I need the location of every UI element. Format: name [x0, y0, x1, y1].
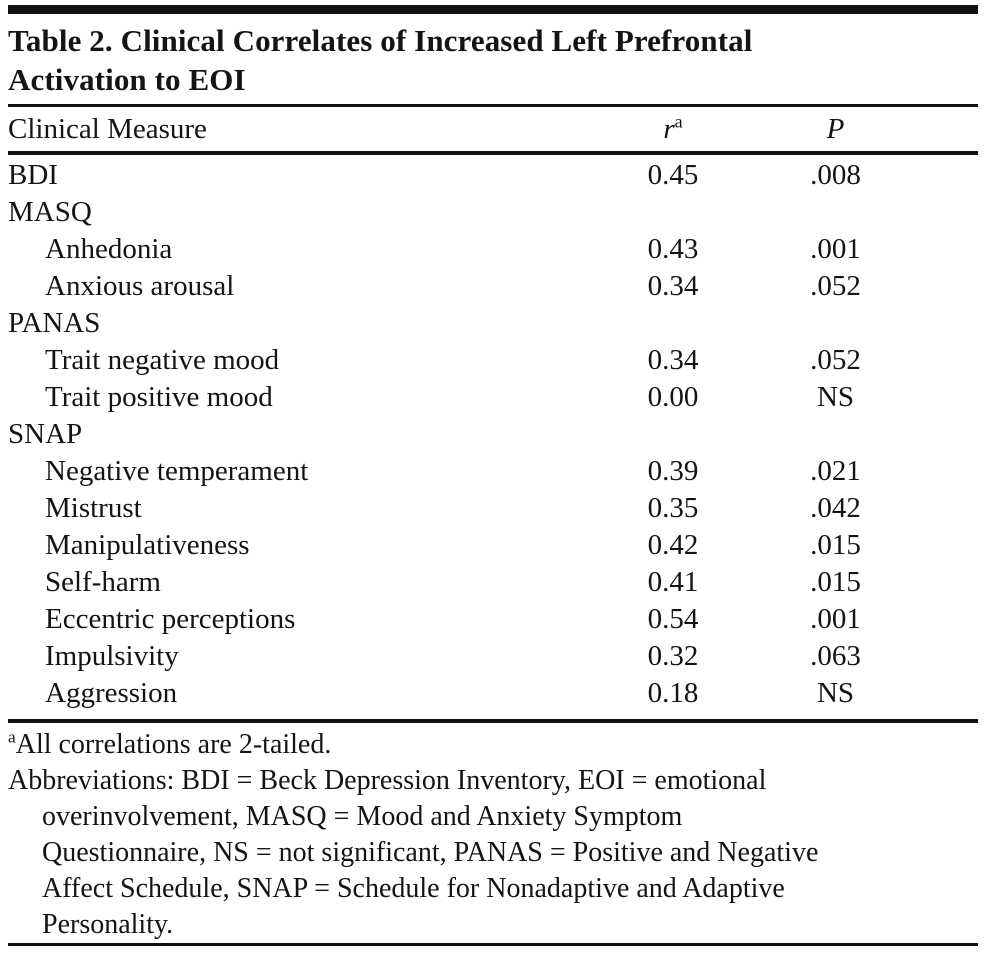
table-row-anxious-arousal: Anxious arousal 0.34 .052 — [8, 268, 978, 305]
row-p-value: .042 — [810, 492, 861, 524]
row-label: Anxious arousal — [45, 270, 235, 302]
p-symbol: P — [826, 112, 845, 145]
table-row-self-harm: Self-harm 0.41 .015 — [8, 564, 978, 601]
abbreviations-line-1: Abbreviations: BDI = Beck Depression Inv… — [8, 765, 767, 796]
row-p-value: .052 — [810, 270, 861, 302]
column-header-clinical-measure: Clinical Measure — [8, 112, 207, 145]
title-separator-rule — [8, 104, 978, 107]
table-row-impulsivity: Impulsivity 0.32 .063 — [8, 638, 978, 675]
r-superscript-a: a — [674, 110, 683, 131]
abbreviations-line-5: Personality. — [42, 909, 174, 940]
row-p-value: NS — [816, 677, 855, 709]
footnote-text: All correlations are 2-tailed. — [15, 729, 332, 760]
bottom-border-rule — [8, 943, 978, 946]
table-row-manipulativeness: Manipulativeness 0.42 .015 — [8, 527, 978, 564]
row-label: Aggression — [45, 677, 178, 709]
row-p-value: .052 — [810, 344, 861, 376]
row-p-value: .063 — [810, 640, 861, 672]
row-r-value: 0.34 — [647, 344, 699, 376]
table-group-row-masq: MASQ — [8, 194, 978, 231]
row-r-value: 0.32 — [647, 640, 699, 672]
group-label: MASQ — [8, 196, 92, 228]
row-r-value: 0.39 — [647, 455, 699, 487]
row-p-value: .001 — [810, 233, 861, 265]
row-label: Impulsivity — [45, 640, 179, 672]
row-p-value: .001 — [810, 603, 861, 635]
row-r-value: 0.34 — [647, 270, 699, 302]
abbreviations-line-4: Affect Schedule, SNAP = Schedule for Non… — [42, 873, 785, 904]
row-label: Manipulativeness — [45, 529, 250, 561]
row-label: Self-harm — [45, 566, 161, 598]
header-separator-rule — [8, 151, 978, 155]
row-r-value: 0.45 — [647, 159, 699, 191]
row-label: Mistrust — [45, 492, 142, 524]
table-group-row-snap: SNAP — [8, 416, 978, 453]
table-title-line1: Table 2. Clinical Correlates of Increase… — [8, 23, 753, 58]
table-group-row-panas: PANAS — [8, 305, 978, 342]
r-symbol: r — [663, 112, 675, 145]
table-row-mistrust: Mistrust 0.35 .042 — [8, 490, 978, 527]
group-label: SNAP — [8, 418, 83, 450]
row-p-value: NS — [816, 381, 855, 413]
footnote-marker-a: a — [8, 727, 16, 747]
row-label: Trait positive mood — [45, 381, 273, 413]
row-label: BDI — [8, 159, 58, 191]
row-p-value: .015 — [810, 566, 861, 598]
top-border-rule — [8, 5, 978, 14]
column-header-r: ra — [573, 110, 773, 146]
table-footnotes: aAll correlations are 2-tailed. Abbrevia… — [8, 727, 978, 943]
row-p-value: .008 — [810, 159, 861, 191]
abbreviations-line-3: Questionnaire, NS = not significant, PAN… — [42, 837, 819, 868]
table-row-negative-temperament: Negative temperament 0.39 .021 — [8, 453, 978, 490]
table-title-line2: Activation to EOI — [8, 62, 246, 97]
table-header-row: Clinical Measure ra P — [8, 107, 978, 151]
group-label: PANAS — [8, 307, 101, 339]
body-separator-rule — [8, 719, 978, 723]
row-r-value: 0.41 — [647, 566, 699, 598]
table-row-aggression: Aggression 0.18 NS — [8, 675, 978, 712]
row-r-value: 0.54 — [647, 603, 699, 635]
table-body: BDI 0.45 .008 MASQ Anhedonia 0.43 .001 A… — [8, 155, 978, 719]
row-r-value: 0.00 — [647, 381, 699, 413]
row-label: Anhedonia — [45, 233, 173, 265]
footnote-correlations: aAll correlations are 2-tailed. — [8, 727, 978, 763]
row-label: Negative temperament — [45, 455, 309, 487]
table-title: Table 2. Clinical Correlates of Increase… — [8, 21, 978, 99]
row-r-value: 0.42 — [647, 529, 699, 561]
table-row-anhedonia: Anhedonia 0.43 .001 — [8, 231, 978, 268]
row-p-value: .015 — [810, 529, 861, 561]
row-r-value: 0.43 — [647, 233, 699, 265]
table-row-bdi: BDI 0.45 .008 — [8, 157, 978, 194]
table-row-trait-negative-mood: Trait negative mood 0.34 .052 — [8, 342, 978, 379]
row-label: Trait negative mood — [45, 344, 280, 376]
table-row-trait-positive-mood: Trait positive mood 0.00 NS — [8, 379, 978, 416]
column-header-p: P — [773, 113, 898, 146]
row-label: Eccentric perceptions — [45, 603, 296, 635]
row-p-value: .021 — [810, 455, 861, 487]
row-r-value: 0.18 — [647, 677, 699, 709]
abbreviations-line-2: overinvolvement, MASQ = Mood and Anxiety… — [42, 801, 683, 832]
table-figure: Table 2. Clinical Correlates of Increase… — [0, 5, 986, 946]
row-r-value: 0.35 — [647, 492, 699, 524]
table-row-eccentric-perceptions: Eccentric perceptions 0.54 .001 — [8, 601, 978, 638]
